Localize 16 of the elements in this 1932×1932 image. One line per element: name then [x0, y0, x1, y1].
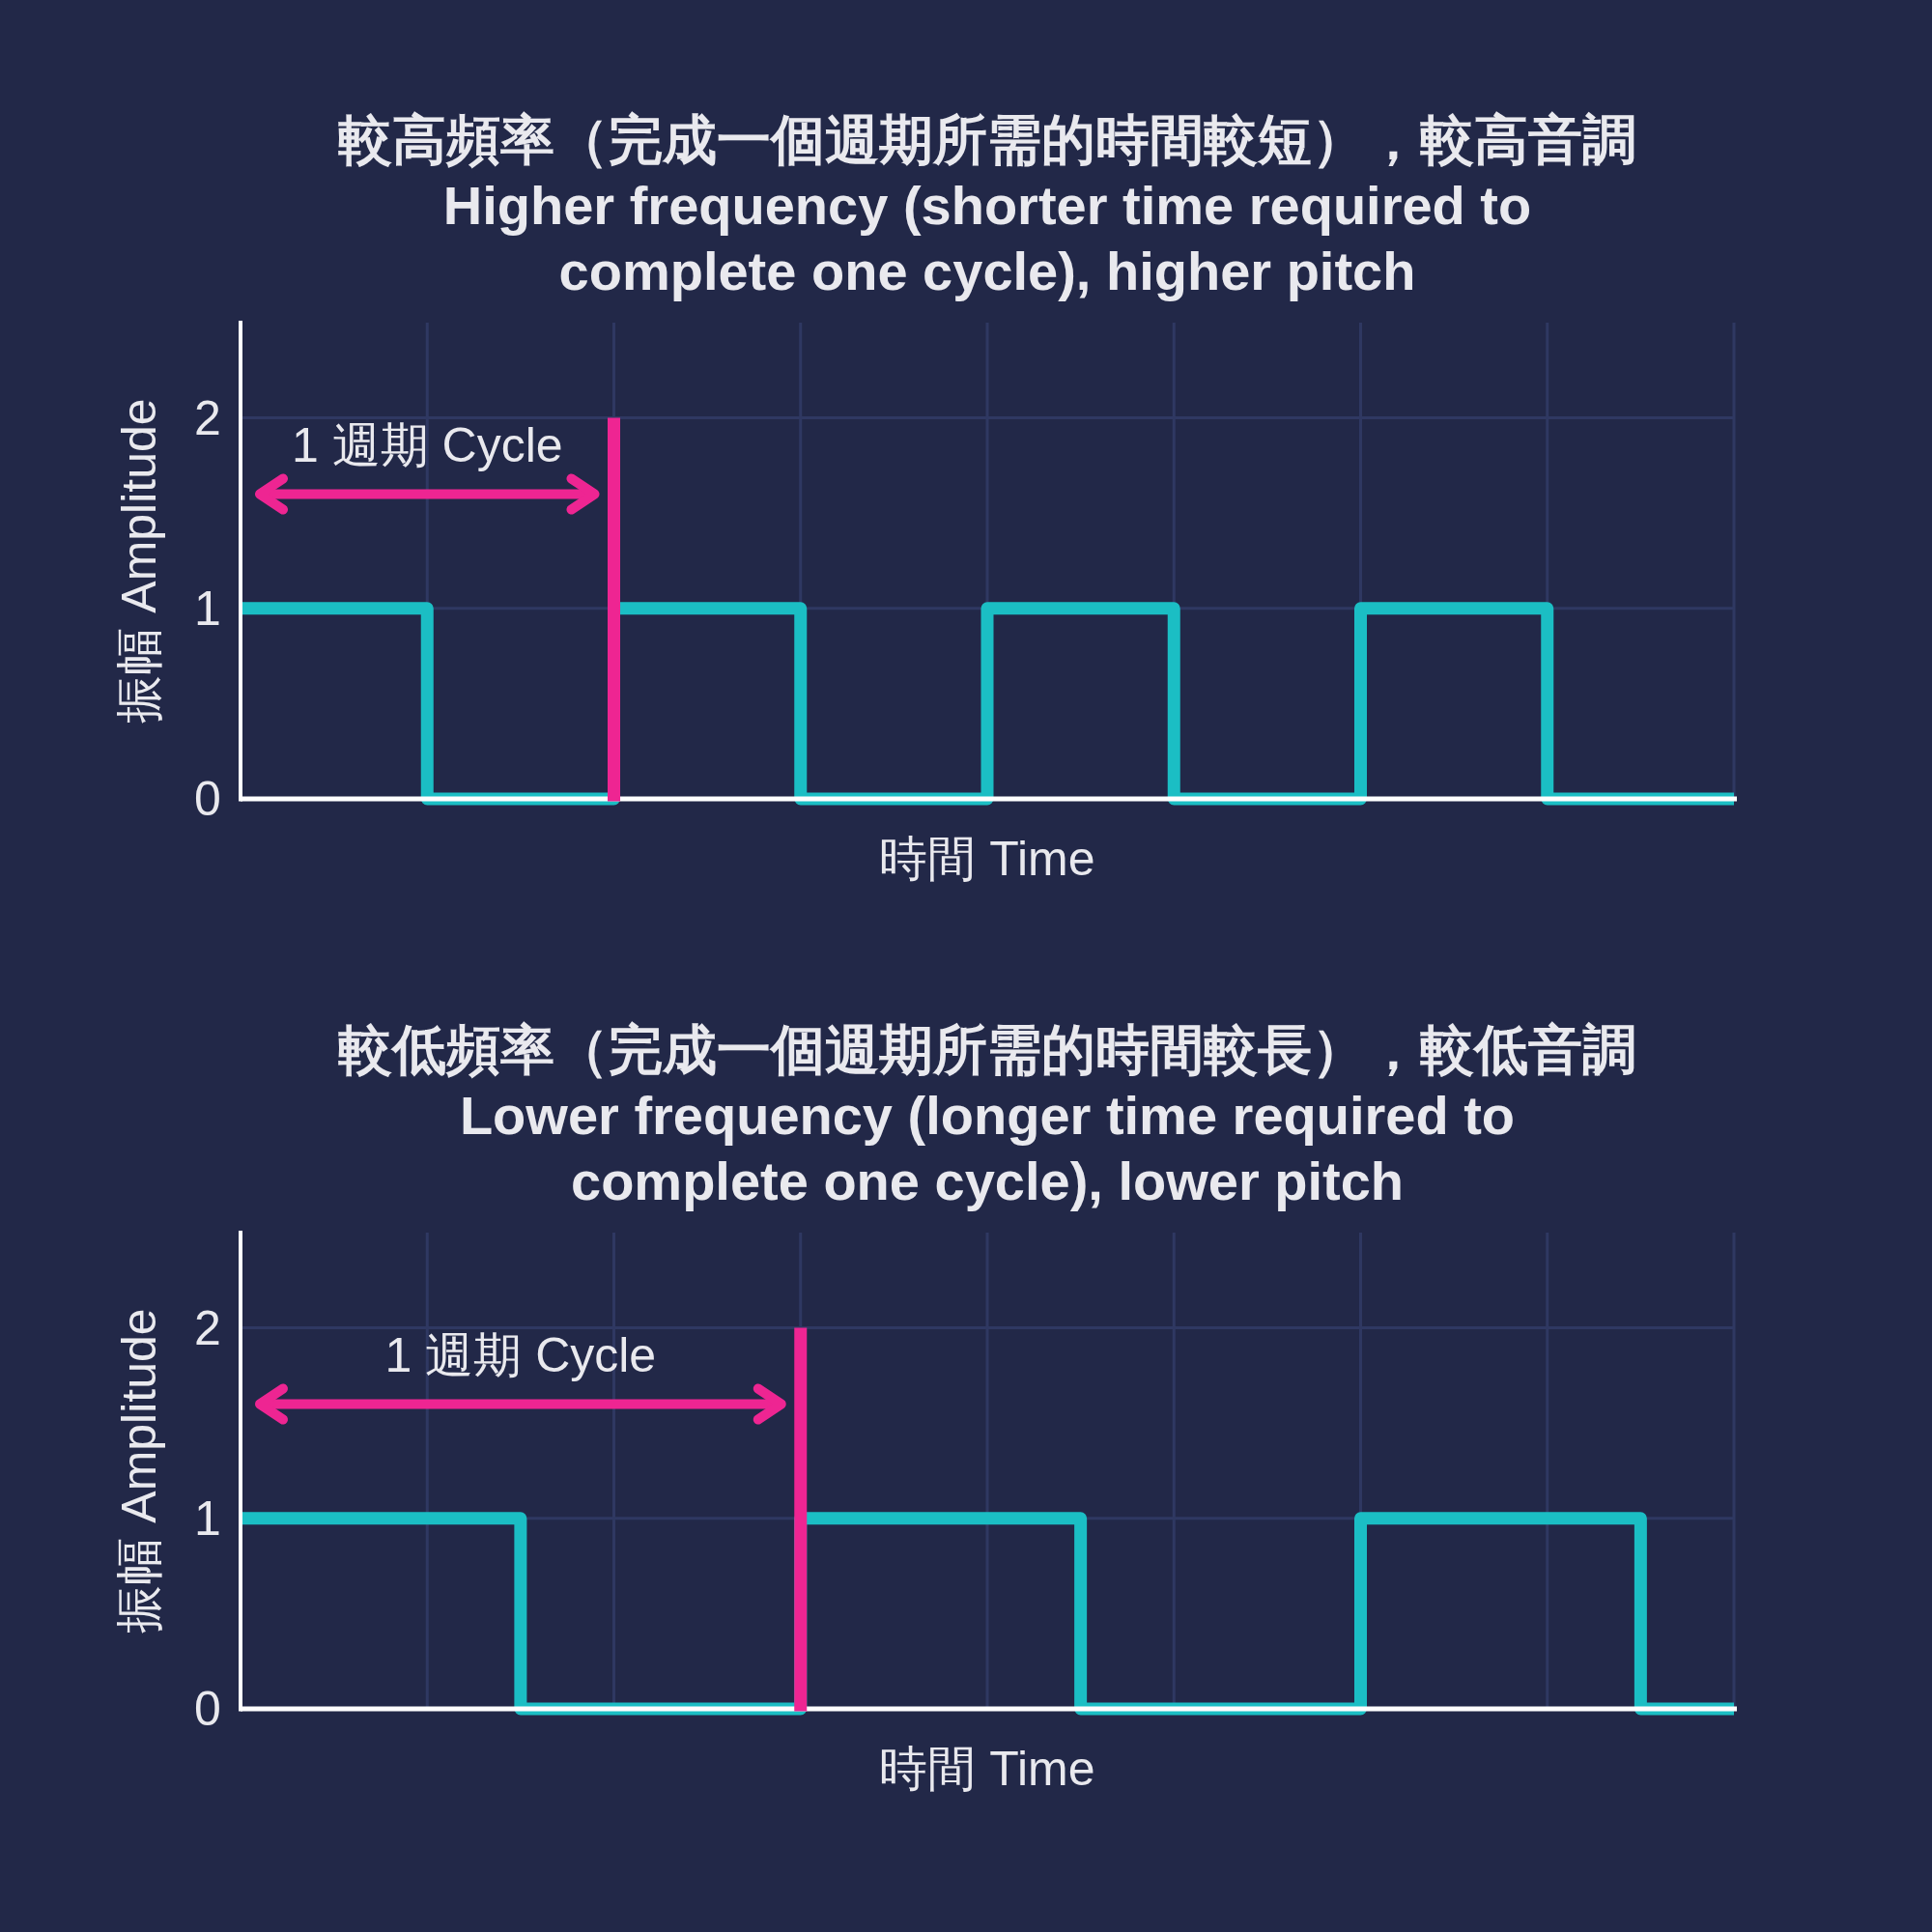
chart-title: 較高頻率（完成一個週期所需的時間較短），較高音調: [338, 108, 1636, 170]
chart-subtitle: Higher frequency (shorter time required to complete one cycle), higher pitch: [442, 174, 1532, 301]
chart-subtitle: Lower frequency (longer time required to complete one cycle), lower pitch: [459, 1084, 1516, 1211]
y-axis-title: 振幅 Amplitude: [112, 1308, 166, 1634]
x-axis-title: 時間 Time: [879, 1742, 1095, 1796]
y-tick-label: 0: [194, 772, 221, 826]
y-tick-label: 1: [194, 581, 221, 636]
chart-title: 較低頻率（完成一個週期所需的時間較長），較低音調: [338, 1018, 1636, 1080]
y-tick-label: 0: [194, 1682, 221, 1736]
annotation: 1 週期 Cycle: [291, 418, 563, 473]
x-axis-title: 時間 Time: [879, 832, 1095, 886]
annotation: 1 週期 Cycle: [384, 1328, 657, 1383]
y-tick-label: 1: [194, 1491, 221, 1546]
y-tick-label: 2: [194, 390, 221, 445]
y-axis-title: 振幅 Amplitude: [112, 398, 166, 724]
y-tick-label: 2: [194, 1300, 221, 1355]
